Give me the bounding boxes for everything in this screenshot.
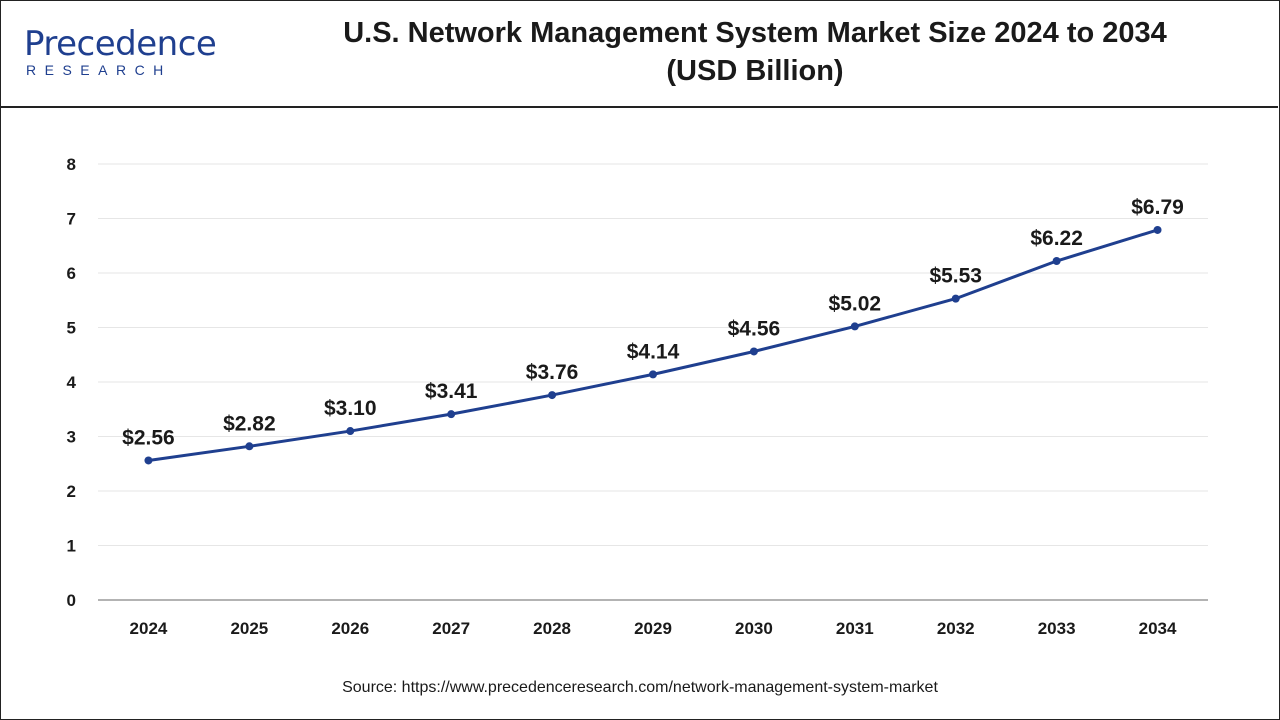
y-tick-label: 7 (67, 210, 76, 229)
data-label: $2.56 (122, 426, 175, 449)
chart-title-line1: U.S. Network Management System Market Si… (343, 17, 1167, 49)
chart-title: U.S. Network Management System Market Si… (255, 14, 1255, 90)
x-tick-label: 2024 (130, 619, 168, 638)
x-tick-label: 2031 (836, 619, 874, 638)
x-tick-label: 2025 (230, 619, 268, 638)
data-points (144, 225, 1162, 465)
x-tick-label: 2029 (634, 619, 672, 638)
x-tick-label: 2027 (432, 619, 470, 638)
data-point (951, 294, 960, 303)
data-label: $3.10 (324, 397, 377, 420)
y-tick-label: 1 (67, 537, 76, 556)
y-tick-label: 4 (67, 373, 77, 392)
data-point (649, 370, 657, 379)
x-tick-label: 2026 (331, 619, 369, 638)
x-tick-labels: 2024 2025 2026 2027 2028 2029 2030 2031 2032 2033… (130, 619, 1177, 638)
logo-wordmark: Precedence (24, 24, 217, 64)
data-label: $5.53 (929, 265, 982, 288)
y-tick-label: 5 (67, 319, 76, 338)
data-label: $6.79 (1131, 196, 1184, 219)
y-tick-label: 2 (67, 482, 76, 501)
data-label: $4.56 (728, 317, 781, 340)
data-point (447, 410, 456, 419)
data-point (245, 442, 254, 451)
x-tick-label: 2033 (1038, 619, 1076, 638)
data-label: $3.76 (526, 361, 579, 384)
x-tick-label: 2034 (1139, 619, 1177, 638)
data-label: $3.41 (425, 380, 478, 403)
y-tick-label: 3 (67, 428, 76, 447)
x-tick-label: 2032 (937, 619, 975, 638)
data-point (144, 456, 153, 465)
data-labels: $2.56 $2.82 $3.10 $3.41 $3.76 $4.14 $4.56 $5.02… (122, 196, 1184, 450)
data-point (1153, 225, 1162, 234)
y-tick-labels: 0 1 2 3 4 5 6 7 8 (67, 155, 77, 610)
data-point (749, 347, 758, 356)
y-tick-label: 8 (67, 155, 76, 174)
data-point (1052, 257, 1061, 266)
data-point (850, 322, 859, 331)
data-point (548, 391, 557, 400)
data-label: $5.02 (829, 292, 882, 315)
source-note: Source: https://www.precedenceresearch.c… (342, 679, 938, 696)
data-label: $2.82 (223, 412, 276, 435)
data-label: $6.22 (1030, 227, 1083, 250)
brand-logo: Precedence RESEARCH (20, 26, 220, 82)
data-label: $4.14 (627, 340, 680, 363)
y-tick-label: 6 (67, 264, 76, 283)
logo-subtext: RESEARCH (26, 62, 172, 78)
y-tick-label: 0 (67, 591, 76, 610)
grid-lines (98, 163, 1208, 546)
x-tick-label: 2030 (735, 619, 773, 638)
x-tick-label: 2028 (533, 619, 571, 638)
header: Precedence RESEARCH U.S. Network Managem… (0, 0, 1278, 108)
chart-title-line2: (USD Billion) (666, 55, 844, 87)
data-point (346, 427, 355, 436)
